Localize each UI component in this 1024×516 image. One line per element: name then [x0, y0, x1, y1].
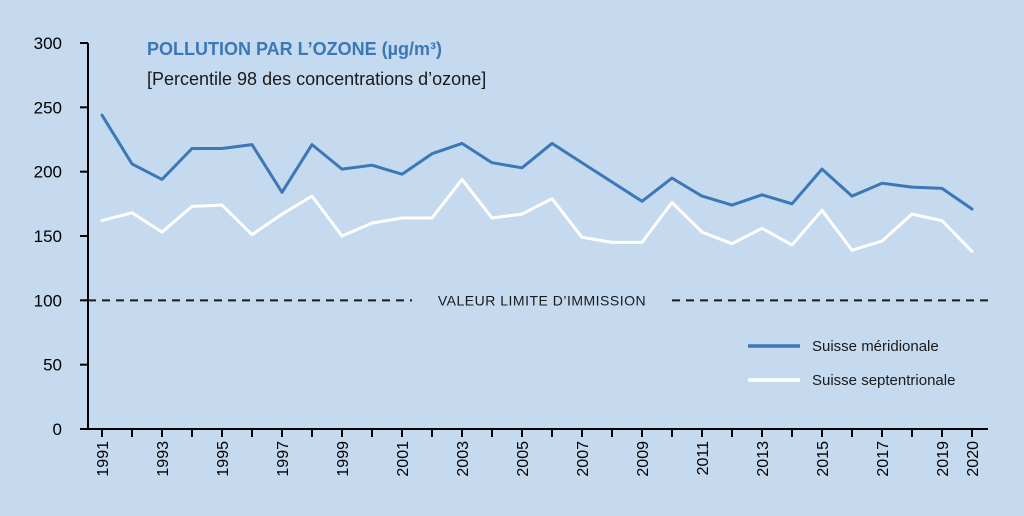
x-tick-label: 1997	[275, 441, 292, 477]
x-tick-label: 2011	[695, 441, 712, 476]
y-tick-label: 0	[53, 420, 62, 439]
x-tick-label: 2005	[515, 441, 532, 477]
x-tick-label: 1993	[155, 441, 172, 477]
x-tick-label: 2017	[875, 441, 892, 477]
y-tick-label: 100	[34, 291, 62, 310]
x-tick-label: 2001	[395, 441, 412, 477]
x-tick-label: 2003	[455, 441, 472, 477]
chart-subtitle: [Percentile 98 des concentrations d’ozon…	[147, 69, 486, 89]
series-line-suisse-septentrionale	[100, 177, 974, 253]
x-tick-label: 2009	[635, 441, 652, 477]
chart-title: POLLUTION PAR L’OZONE (µg/m³)	[147, 39, 442, 59]
legend: Suisse méridionale Suisse septentrionale	[748, 338, 955, 389]
x-axis: 1991 1993 1995 1997 1999 2001 2003 2005 2007 2009…	[88, 428, 988, 477]
x-tick-label: 2013	[755, 441, 772, 477]
y-tick-label: 50	[43, 356, 62, 375]
legend-label: Suisse méridionale	[812, 338, 939, 355]
y-tick-label: 150	[34, 227, 62, 246]
series-line-suisse-meridionale	[100, 113, 974, 211]
x-tick-label: 2019	[935, 441, 952, 477]
reference-line-group: VALEUR LIMITE D’IMMISSION	[88, 292, 988, 308]
y-tick-label: 200	[34, 163, 62, 182]
y-tick-label: 250	[34, 98, 62, 117]
series-group	[100, 113, 974, 253]
x-tick-label: 1991	[95, 441, 112, 477]
reference-line-label: VALEUR LIMITE D’IMMISSION	[438, 292, 646, 308]
x-tick-label: 2020	[965, 441, 982, 477]
legend-label: Suisse septentrionale	[812, 372, 955, 389]
y-axis: 0 50 100 150 200 250 300	[34, 34, 89, 439]
x-tick-label: 2015	[815, 441, 832, 477]
x-tick-label: 1995	[215, 441, 232, 477]
x-tick-label: 2007	[575, 441, 592, 477]
y-tick-label: 300	[34, 34, 62, 53]
x-tick-label: 1999	[335, 441, 352, 477]
